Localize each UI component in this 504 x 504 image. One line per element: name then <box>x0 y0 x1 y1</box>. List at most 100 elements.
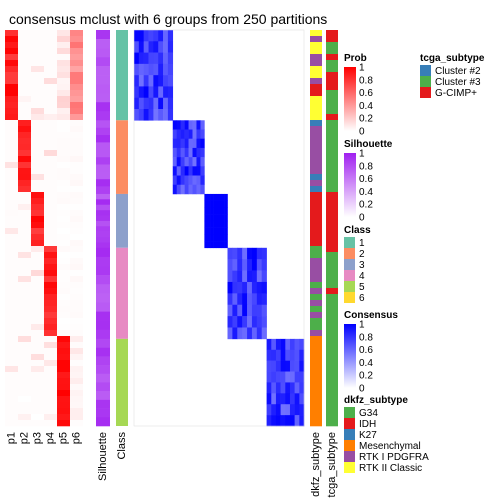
tcga-cell <box>326 84 338 91</box>
tcga-cell <box>326 366 338 373</box>
consensus-cell <box>143 97 149 110</box>
prob-cell <box>44 162 57 169</box>
prob-cell <box>57 246 70 253</box>
dkfz_subtype-legend-item: RTK II Classic <box>359 463 422 474</box>
tcga-cell <box>326 210 338 217</box>
prob-cell <box>70 408 83 415</box>
consensus-cell <box>143 41 149 53</box>
tcga-cell <box>326 108 338 115</box>
prob-cell <box>70 378 83 385</box>
consensus-cell <box>143 30 149 42</box>
dkfz-cell <box>310 186 322 193</box>
consensus-cell <box>275 393 281 405</box>
tcga-cell <box>326 120 338 127</box>
consensus-cell <box>237 304 243 317</box>
consensus-cell <box>215 193 220 201</box>
consensus-cell <box>256 293 263 306</box>
prob-cell <box>57 420 70 427</box>
prob-cell <box>31 60 44 67</box>
silhouette-cell <box>96 373 110 383</box>
consensus-cell <box>218 234 223 242</box>
tcga_subtype-legend-item: G-CIMP+ <box>435 88 477 99</box>
prob-cell <box>57 396 70 403</box>
prob-legend-tick: 0 <box>359 127 365 138</box>
consensus-legend-tick: 0.4 <box>359 358 373 369</box>
prob-cell <box>57 60 70 67</box>
tcga-cell <box>326 270 338 277</box>
consensus-cell <box>204 207 208 215</box>
dkfz-cell <box>310 180 322 187</box>
consensus-cell <box>221 214 225 222</box>
consensus-cell <box>237 247 243 260</box>
prob-cell <box>18 396 31 403</box>
prob-cell <box>5 174 18 181</box>
consensus-cell <box>143 75 149 87</box>
prob-column-p2 <box>18 30 31 427</box>
consensus-cell <box>218 214 223 222</box>
prob-cell <box>44 276 57 283</box>
prob-cell <box>31 366 44 373</box>
prob-cell <box>31 288 44 295</box>
consensus-cell <box>176 175 181 186</box>
consensus-cell <box>242 281 248 294</box>
prob-cell <box>18 252 31 259</box>
prob-cell <box>44 264 57 271</box>
consensus-cell <box>176 147 181 158</box>
prob-cell <box>70 288 83 295</box>
consensus-cell <box>242 259 248 271</box>
prob-cell <box>31 180 44 187</box>
prob-cell <box>57 276 70 283</box>
prob-cell <box>44 48 57 55</box>
consensus-cell <box>148 41 154 53</box>
silhouette-cell <box>96 57 110 67</box>
tcga-cell <box>326 354 338 361</box>
prob-cell <box>57 30 70 37</box>
dkfz-cell <box>310 408 322 415</box>
consensus-cell <box>294 349 300 361</box>
prob-cell <box>5 336 18 343</box>
silhouette-cell <box>96 75 110 85</box>
prob-cell <box>44 72 57 79</box>
consensus-cell <box>180 157 185 167</box>
consensus-cell <box>271 371 277 383</box>
dkfz-cell <box>310 174 322 181</box>
consensus-cell <box>188 184 193 195</box>
consensus-cell <box>167 30 174 42</box>
prob-cell <box>18 390 31 397</box>
tcga-cell <box>326 204 338 211</box>
consensus-cell <box>261 281 267 294</box>
prob-cell <box>18 366 31 373</box>
consensus-cell <box>289 371 295 383</box>
prob-cell <box>70 198 83 205</box>
prob-cell <box>18 294 31 301</box>
consensus-cell <box>180 166 185 176</box>
tcga-cell <box>326 48 338 55</box>
dkfz-cell <box>310 108 322 115</box>
prob-cell <box>70 270 83 277</box>
consensus-cell <box>163 52 169 65</box>
prob-cell <box>57 414 70 421</box>
consensus-cell <box>134 41 140 53</box>
dkfz-cell <box>310 318 322 325</box>
consensus-cell <box>210 193 214 201</box>
consensus-cell <box>266 415 272 427</box>
prob-cell <box>57 360 70 367</box>
chart-title: consensus mclust with 6 groups from 250 … <box>9 11 327 27</box>
prob-cell <box>44 312 57 319</box>
prob-cell <box>44 90 57 97</box>
prob-cell <box>70 54 83 61</box>
consensus-cell <box>207 193 211 201</box>
tcga-cell <box>326 360 338 367</box>
prob-cell <box>70 264 83 271</box>
dkfz-cell <box>310 204 322 211</box>
consensus-cell <box>256 281 263 294</box>
prob-cell <box>70 84 83 91</box>
dkfz_subtype-legend-item: Mesenchymal <box>359 441 421 452</box>
consensus-cell <box>184 147 189 158</box>
consensus-matrix <box>133 29 305 427</box>
consensus-cell <box>285 404 291 416</box>
consensus-cell <box>213 227 217 235</box>
dkfz_subtype-legend-item: IDH <box>359 419 376 430</box>
silhouette-legend-tick: 0.8 <box>359 161 373 172</box>
prob-cell <box>70 216 83 223</box>
